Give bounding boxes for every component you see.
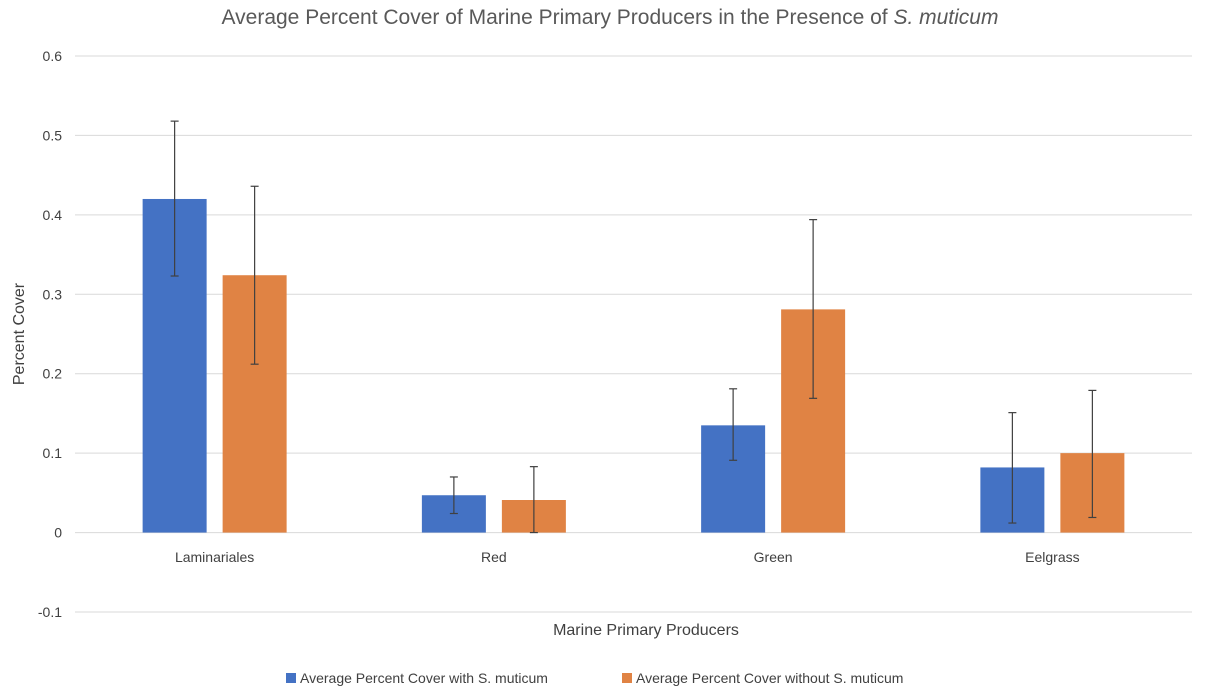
legend-label-with: Average Percent Cover with S. muticum [300,670,548,686]
y-tick-label: 0.6 [43,48,63,64]
legend-swatch-with [286,673,296,683]
y-tick-label: 0.2 [43,366,63,382]
chart-title-main: Average Percent Cover of Marine Primary … [222,6,888,29]
x-tick-label: Green [754,549,793,565]
y-tick-label: 0 [54,525,62,541]
x-tick-label: Laminariales [175,549,254,565]
y-tick-label: 0.4 [43,207,63,223]
legend: Average Percent Cover with S. muticum Av… [286,670,903,686]
y-tick-label: 0.3 [43,286,63,302]
x-tick-label: Eelgrass [1025,549,1079,565]
y-axis-ticks: -0.1 0 0.1 0.2 0.3 0.4 0.5 0.6 [38,48,62,620]
bars [142,198,1125,533]
legend-swatch-without [622,673,632,683]
legend-label-without: Average Percent Cover without S. muticum [636,670,903,686]
chart-title-italic: S. muticum [893,6,998,29]
chart-title: Average Percent Cover of Marine Primary … [222,6,999,29]
y-tick-label: 0.5 [43,127,63,143]
y-tick-label: -0.1 [38,604,62,620]
y-tick-label: 0.1 [43,445,63,461]
x-axis-ticks: Laminariales Red Green Eelgrass [175,549,1080,565]
x-axis-title: Marine Primary Producers [553,622,739,639]
x-tick-label: Red [481,549,507,565]
error-bars [170,120,1097,534]
y-axis-title: Percent Cover [11,282,28,385]
